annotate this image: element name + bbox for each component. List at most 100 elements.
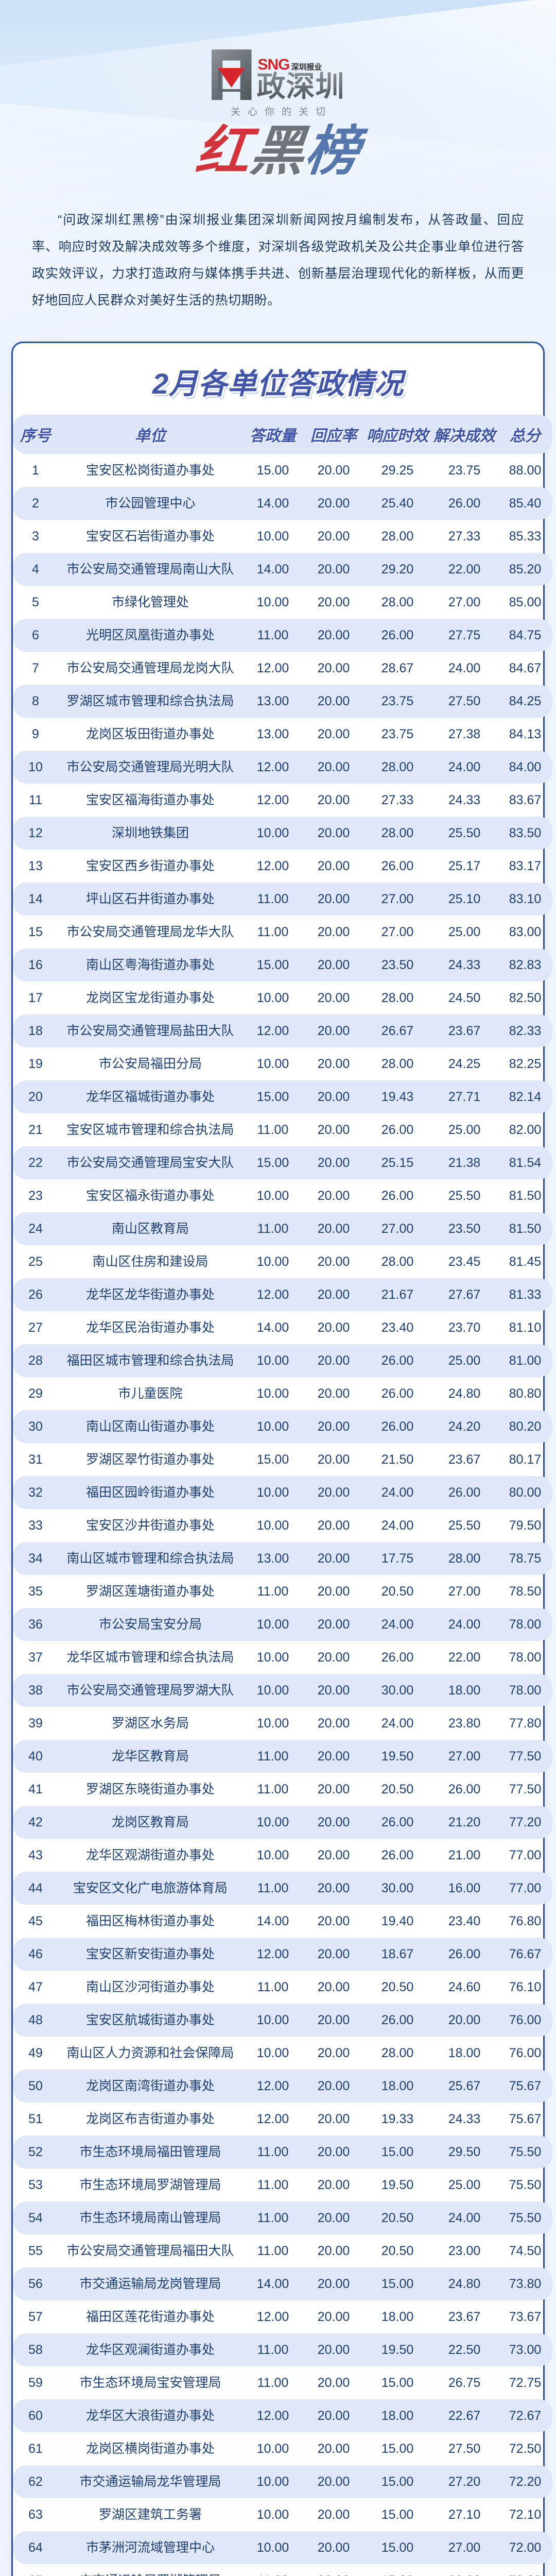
column-header-unit: 单位 [58,415,242,454]
cell-unit-name: 市生态环境局宝安管理局 [79,2376,221,2391]
cell-unit-name: 宝安区文化广电旅游体育局 [58,1872,242,1905]
cell-unit-name: 市公安局宝安分局 [58,1608,242,1641]
cell-response-speed: 24.00 [364,1476,431,1510]
cell-reply-volume: 10.00 [242,1410,303,1444]
cell-response-speed: 26.00 [364,1806,431,1839]
table-header-row: 序号 单位 答政量 回应率 响应时效 解决成效 总分 [13,415,552,454]
cell-total-score: 80.80 [509,1386,542,1401]
cell-response-rate: 20.00 [303,2201,364,2235]
cell-rank: 57 [28,2310,43,2325]
table-row: 48 宝安区航城街道办事处 10.00 20.00 26.00 20.00 76.00 [13,2004,552,2037]
cell-unit-name: 罗湖区翠竹街道办事处 [85,1452,215,1467]
cell-response-speed: 30.00 [364,1872,431,1905]
cell-reply-volume: 11.00 [242,2333,303,2367]
cell-unit-name: 市公园管理中心 [58,487,242,520]
cell-resolution: 23.40 [448,1914,481,1929]
cell-resolution: 23.50 [431,1212,498,1246]
cell-response-speed: 15.00 [364,2465,431,2499]
cell-resolution: 25.50 [448,1189,481,1204]
cell-response-speed: 21.67 [364,1278,431,1312]
table-row: 45 福田区梅林街道办事处 14.00 20.00 19.40 23.40 76.80 [13,1905,552,1938]
cell-rank: 49 [28,2046,43,2061]
cell-unit-name: 罗湖区建筑工务署 [98,2507,202,2522]
cell-resolution: 27.20 [431,2465,498,2499]
cell-unit-name: 市生态环境局南山管理局 [58,2201,242,2235]
cell-resolution: 16.00 [431,1872,498,1905]
table-row: 30 南山区南山街道办事处 10.00 20.00 26.00 24.20 80.20 [13,1410,552,1444]
table-row: 21 宝安区城市管理和综合执法局 11.00 20.00 26.00 25.00 82.00 [13,1113,552,1146]
cell-unit-name: 南山区南山街道办事处 [58,1410,242,1444]
cell-total-score: 73.80 [498,2267,552,2301]
cell-resolution: 24.00 [431,751,498,784]
cell-total-score: 80.00 [498,1476,552,1510]
cell-unit-name: 宝安区新安街道办事处 [58,1938,242,1971]
cell-rank: 46 [13,1938,58,1971]
cell-rank: 16 [13,948,58,982]
cell-response-rate: 20.00 [317,859,350,874]
cell-total-score: 78.00 [509,1650,542,1665]
cell-response-speed: 30.00 [364,1674,431,1707]
cell-resolution: 22.50 [431,2333,498,2367]
cell-response-speed: 20.50 [381,1584,414,1599]
cell-rank: 43 [28,1848,43,1863]
table-row: 57 福田区莲花街道办事处 12.00 20.00 18.00 23.67 73.67 [13,2300,552,2333]
cell-response-rate: 20.00 [303,685,364,718]
table-row: 28 福田区城市管理和综合执法局 10.00 20.00 26.00 25.00 81.00 [13,1344,552,1378]
cell-unit-name: 南山区城市管理和综合执法局 [58,1542,242,1575]
cell-reply-volume: 12.00 [242,1014,303,1048]
cell-rank: 53 [28,2178,43,2193]
cell-resolution: 25.50 [448,1518,481,1533]
cell-response-rate: 20.00 [303,1344,364,1378]
cell-response-speed: 28.00 [364,817,431,850]
cell-response-rate: 20.00 [303,1014,364,1048]
cell-response-rate: 20.00 [317,1189,350,1204]
cell-rank: 52 [13,2136,58,2169]
cell-resolution: 27.00 [448,595,481,610]
cell-resolution: 21.20 [431,1806,498,1839]
table-row: 47 南山区沙河街道办事处 11.00 20.00 20.50 24.60 76.10 [13,1971,552,2004]
cell-rank: 45 [28,1914,43,1929]
table-row: 63 罗湖区建筑工务署 10.00 20.00 15.00 27.10 72.10 [13,2498,552,2531]
cell-response-rate: 20.00 [317,1255,350,1269]
cell-resolution: 26.00 [431,487,498,520]
cell-response-rate: 20.00 [317,2112,350,2127]
cell-resolution: 26.00 [431,1476,498,1510]
cell-response-speed: 26.00 [364,2004,431,2037]
cell-resolution: 27.38 [448,727,481,742]
cell-response-rate: 20.00 [317,2376,350,2391]
cell-total-score: 83.10 [498,883,552,916]
cell-response-rate: 20.00 [317,2310,350,2325]
cell-total-score: 75.50 [498,2201,552,2235]
ranking-table: 序号 单位 答政量 回应率 响应时效 解决成效 总分 1 宝安区松岗街道办事处 15… [13,415,552,2576]
cell-unit-name: 南山区教育局 [58,1212,242,1246]
cell-unit-name: 市公安局交通管理局龙岗大队 [66,661,234,676]
cell-total-score: 81.33 [498,1278,552,1312]
cell-resolution: 26.00 [448,1782,481,1797]
cell-response-rate: 20.00 [303,553,364,586]
cell-response-rate: 20.00 [317,1848,350,1863]
table-row: 49 南山区人力资源和社会保障局 10.00 20.00 28.00 18.00 76.00 [13,2037,552,2070]
cell-unit-name: 宝安区城市管理和综合执法局 [66,1123,234,1138]
table-row: 50 龙岗区南湾街道办事处 12.00 20.00 18.00 25.67 75.67 [13,2070,552,2103]
cell-unit-name: 南山区人力资源和社会保障局 [66,2046,234,2061]
cell-response-speed: 26.00 [381,859,414,874]
column-header-resolution: 解决成效 [431,415,498,454]
cell-rank: 37 [28,1650,43,1665]
cell-total-score: 76.80 [509,1914,542,1929]
cell-reply-volume: 15.00 [242,948,303,982]
cell-reply-volume: 10.00 [242,1608,303,1641]
cell-response-speed: 25.40 [364,487,431,520]
cell-resolution: 27.71 [431,1080,498,1114]
cell-response-rate: 20.00 [303,1806,364,1839]
cell-reply-volume: 12.00 [242,1938,303,1971]
cell-response-speed: 28.00 [381,595,414,610]
cell-unit-name: 宝安区福海街道办事处 [85,793,215,808]
cell-rank: 3 [32,529,39,544]
table-row: 2 市公园管理中心 14.00 20.00 25.40 26.00 85.40 [13,487,552,520]
cell-response-rate: 20.00 [317,2507,350,2522]
cell-unit-name: 宝安区松岗街道办事处 [85,463,215,478]
cell-response-rate: 20.00 [303,1146,364,1180]
cell-resolution: 27.00 [431,1740,498,1773]
cell-reply-volume: 14.00 [242,553,303,586]
table-row: 12 深圳地铁集团 10.00 20.00 28.00 25.50 83.50 [13,817,552,850]
